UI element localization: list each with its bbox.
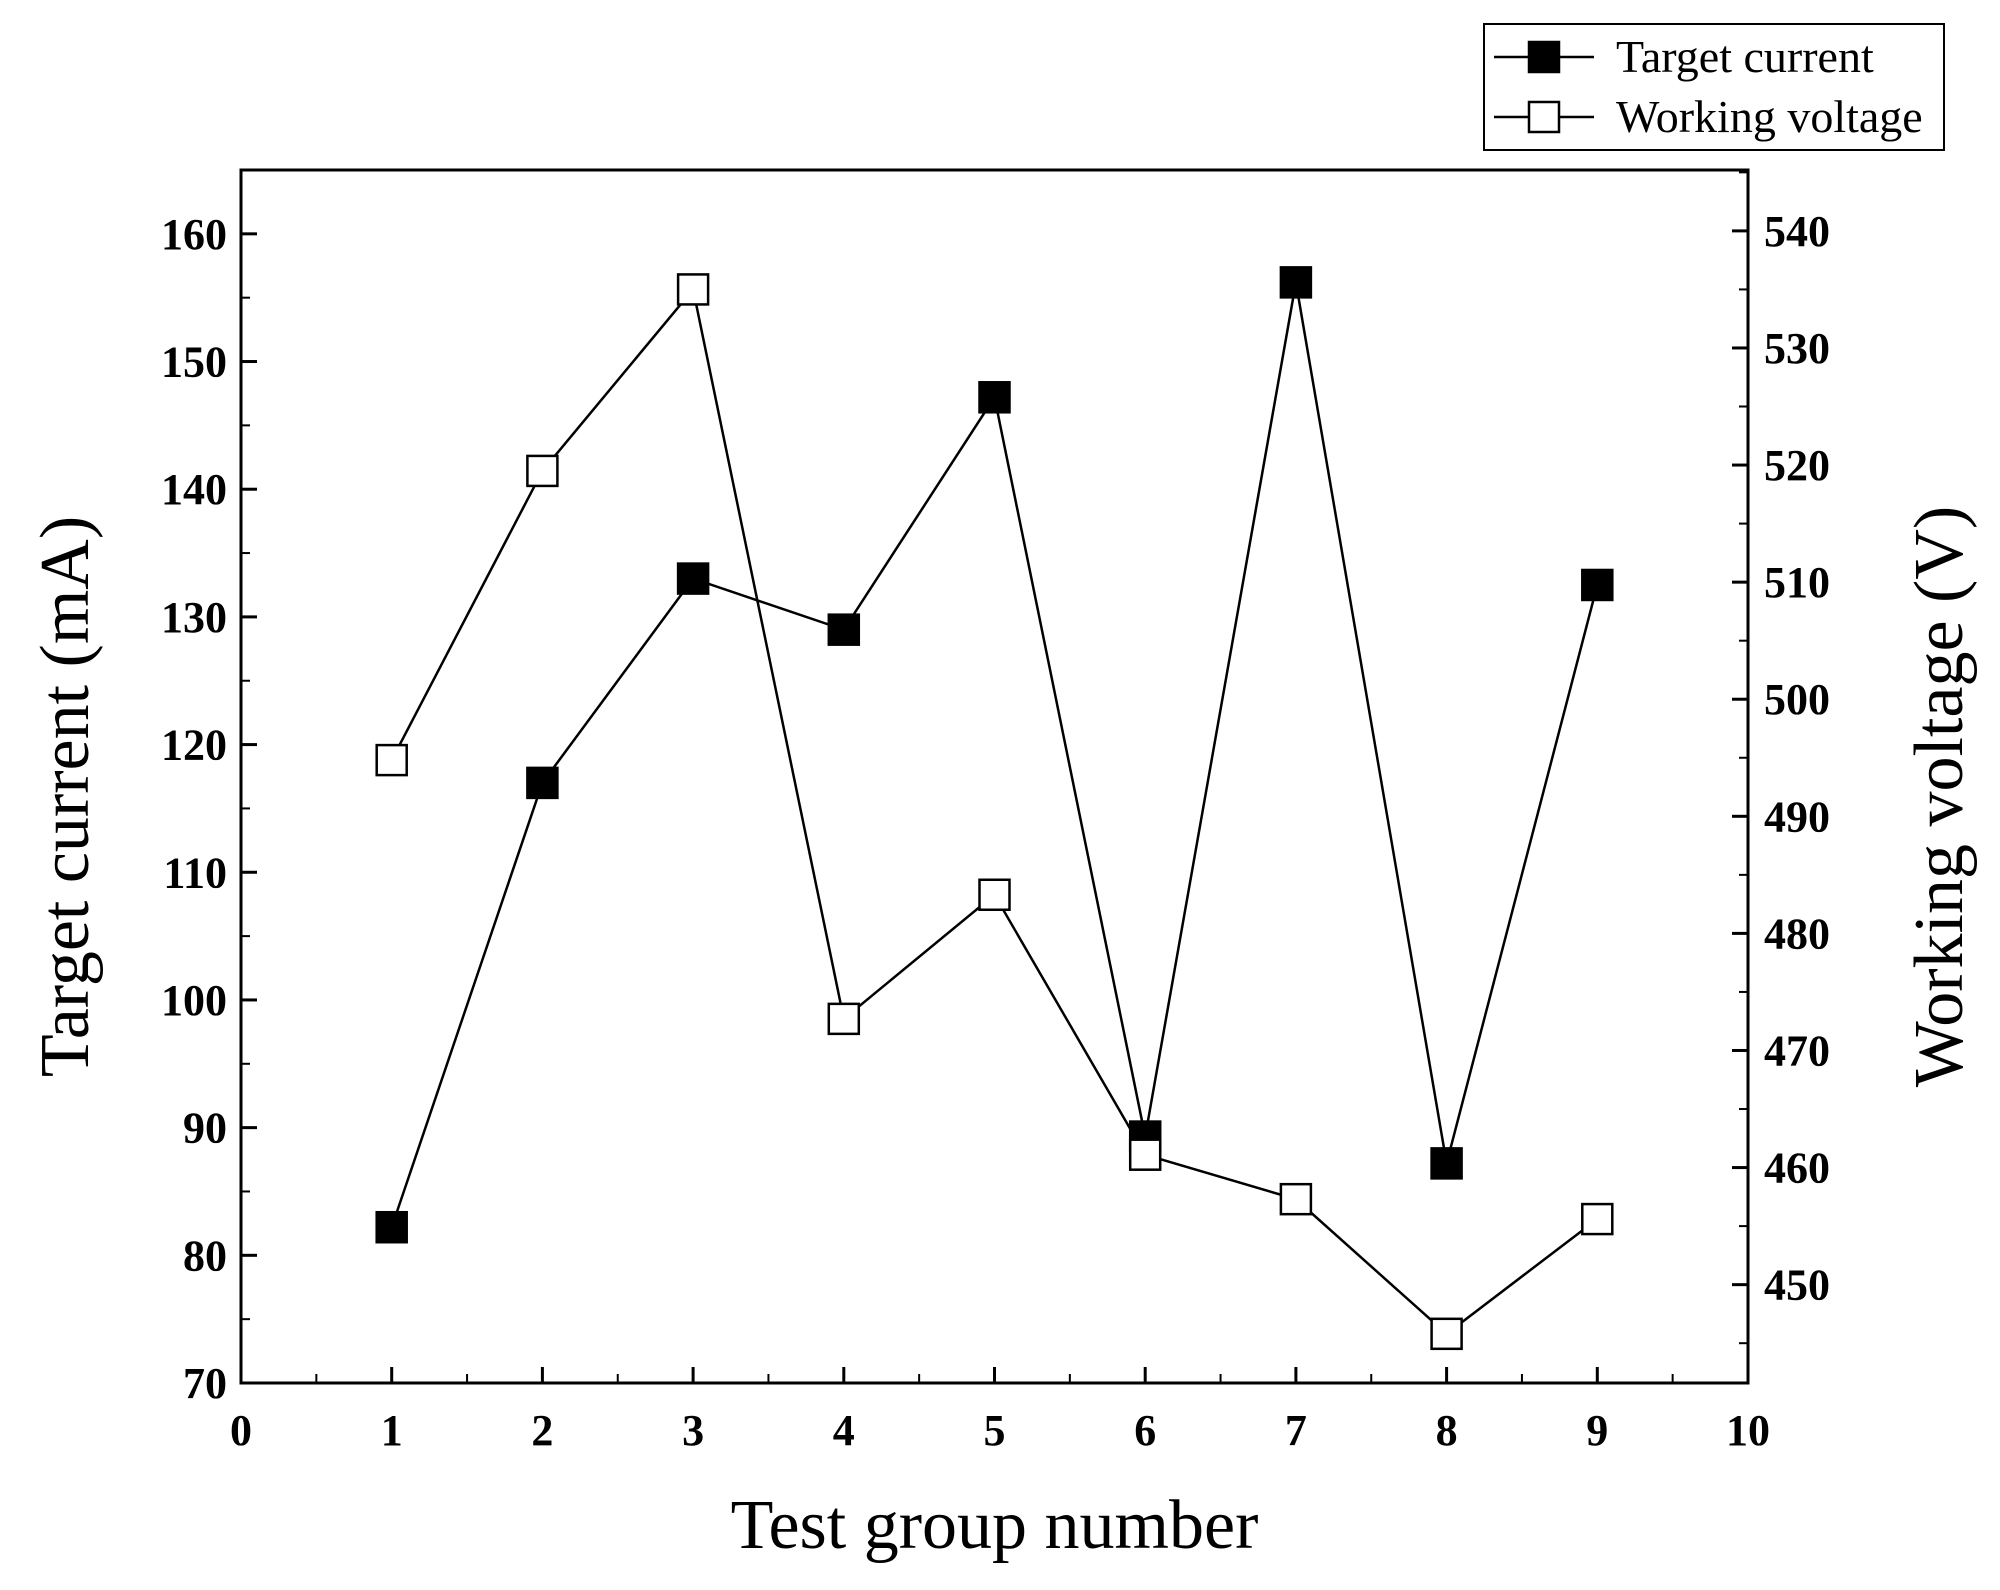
data-point-filled	[676, 562, 710, 595]
data-point-filled	[1430, 1147, 1463, 1180]
data-point-open	[1279, 1182, 1313, 1216]
axes	[239, 168, 1750, 1385]
y-tick-label: 70	[183, 1359, 227, 1408]
y2-tick-label: 480	[1764, 909, 1830, 958]
x-tick-label: 10	[1726, 1406, 1770, 1455]
y2-tick-label: 470	[1764, 1026, 1830, 1075]
y2-tick-label: 500	[1764, 675, 1830, 724]
x-tick-label: 1	[381, 1406, 403, 1455]
y2-tick-label: 450	[1764, 1261, 1830, 1310]
y-tick-label: 150	[161, 338, 227, 387]
legend-marker-1	[1527, 100, 1561, 134]
y-tick-label: 100	[161, 976, 227, 1025]
series-line-0	[390, 282, 1599, 1228]
x-tick-label: 2	[531, 1406, 553, 1455]
data-point-filled	[978, 381, 1011, 414]
y-tick-label: 110	[163, 848, 227, 897]
ticks: 0 1 2 3 4 5 6 7 8 9 10 70 80 90 100 110 120 130 140 150 160 4…	[161, 171, 1830, 1455]
y2-tick-label: 460	[1764, 1144, 1830, 1193]
y-tick-label: 160	[161, 210, 227, 259]
data-point-open	[978, 878, 1011, 912]
x-tick-label: 7	[1285, 1406, 1307, 1455]
data-point-filled	[375, 1210, 408, 1244]
x-tick-label: 9	[1586, 1406, 1608, 1455]
data-point-filled	[1581, 568, 1614, 602]
y2-tick-label: 520	[1764, 441, 1830, 490]
y-tick-label: 120	[161, 721, 227, 770]
y2-tick-label: 490	[1764, 792, 1830, 841]
legend: Target current Working voltage	[1483, 23, 1945, 151]
data-point-open	[375, 743, 408, 777]
legend-label-1: Working voltage	[1616, 91, 1923, 142]
plot-frame	[239, 168, 1750, 1385]
x-tick-label: 0	[230, 1406, 252, 1455]
y-tick-label: 80	[183, 1231, 227, 1280]
x-tick-label: 6	[1134, 1406, 1156, 1455]
legend-marker-0	[1527, 40, 1561, 74]
data-point-open	[676, 273, 710, 306]
data-point-open	[1128, 1138, 1162, 1171]
y-axis-title: Target current (mA)	[27, 516, 104, 1077]
x-tick-label: 4	[833, 1406, 855, 1455]
series	[375, 266, 1614, 1351]
x-tick-label: 8	[1436, 1406, 1458, 1455]
y2-tick-label: 510	[1764, 558, 1830, 607]
data-point-filled	[827, 613, 861, 646]
y-tick-label: 140	[161, 465, 227, 514]
legend-label-0: Target current	[1616, 31, 1874, 82]
series-line-1	[390, 286, 1599, 1336]
y2-tick-label: 530	[1764, 324, 1830, 373]
y-tick-label: 90	[183, 1104, 227, 1153]
data-point-open	[1581, 1202, 1614, 1236]
y2-tick-label: 540	[1764, 207, 1830, 256]
legend-box	[1483, 23, 1945, 151]
data-point-open	[526, 454, 559, 488]
x-axis-title: Test group number	[731, 1487, 1259, 1564]
data-point-open	[1430, 1317, 1463, 1351]
data-point-open	[827, 1002, 861, 1036]
data-point-filled	[1279, 266, 1313, 299]
y-tick-label: 130	[161, 593, 227, 642]
x-tick-label: 5	[984, 1406, 1006, 1455]
x-tick-label: 3	[682, 1406, 704, 1455]
data-point-filled	[526, 766, 559, 800]
y2-axis-title: Working voltage (V)	[1901, 506, 1978, 1087]
